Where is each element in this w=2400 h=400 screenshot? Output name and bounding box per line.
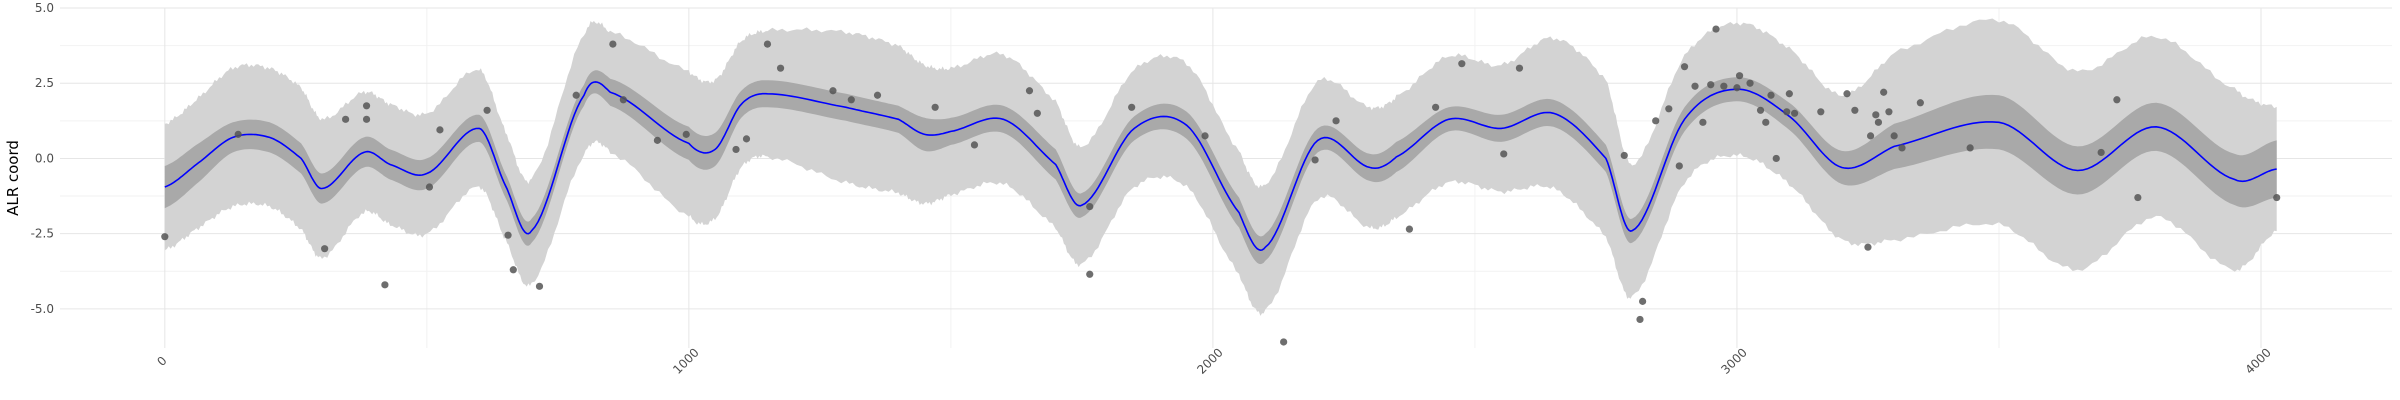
data-point [1033,109,1041,117]
x-tick-label: 2000 [1194,345,1225,376]
data-point [2097,148,2105,157]
data-point [1620,151,1628,160]
data-point [653,136,662,144]
data-point [1639,297,1647,305]
data-point [1916,99,1924,107]
data-point [572,91,580,99]
data-point [1790,109,1799,117]
data-point [1733,84,1741,92]
data-point [682,130,690,138]
data-point [1432,103,1440,111]
data-point [1720,82,1728,90]
data-point [742,135,751,143]
x-tick-label: 4000 [2242,345,2273,376]
data-point [1767,91,1775,99]
data-point [1966,144,1974,152]
data-point [1746,79,1754,87]
data-point [1843,90,1851,98]
data-point [1086,202,1094,211]
data-point [1762,118,1770,126]
data-point [776,64,785,72]
data-point [504,231,512,239]
data-point [1675,162,1683,170]
data-point [1665,105,1673,113]
data-point [1864,243,1872,251]
data-point [1691,82,1699,90]
data-point [619,96,627,104]
data-point [1817,108,1825,116]
y-tick-label: 2.5 [35,76,54,90]
data-point [425,183,434,191]
data-point [1311,156,1319,164]
y-axis-ticks: -5.0 -2.5 0.0 2.5 5.0 [31,1,54,316]
x-tick-label: 0 [154,354,169,369]
data-point [1735,72,1744,80]
data-point [1699,118,1707,126]
data-point [1086,270,1094,278]
data-point [1025,87,1034,95]
data-point [509,266,517,274]
data-point [1515,64,1524,72]
data-point [234,130,242,138]
data-point [1201,132,1209,140]
data-point [732,145,740,154]
data-point [1880,88,1888,96]
data-point [381,281,389,289]
y-tick-label: -5.0 [31,302,54,316]
data-point [1851,106,1859,114]
data-point [362,115,371,123]
x-tick-label: 3000 [1718,345,1749,376]
data-point [1785,90,1793,98]
data-point [763,40,772,48]
y-axis-title: ALR coord [4,140,22,216]
data-point [1280,338,1288,346]
data-point [1128,103,1136,111]
data-point [161,233,169,241]
data-point [483,106,491,114]
data-point [1712,25,1720,33]
mean-line [164,81,2277,252]
data-point [1500,150,1508,158]
y-tick-label: 5.0 [35,1,54,15]
data-point [1636,315,1644,324]
data-point [1772,154,1780,163]
data-point [1890,132,1898,140]
mean-line-layer [164,81,2277,252]
data-point [2273,193,2281,202]
data-point [970,141,979,149]
data-point [1680,63,1689,71]
x-axis-ticks: 0 1000 2000 3000 4000 [154,345,2274,376]
data-point [1458,60,1466,68]
data-point [342,115,350,123]
data-point [1874,118,1883,126]
data-point [1898,144,1906,152]
y-tick-label: 0.0 [35,151,54,165]
observation-points [161,25,2281,346]
data-point [1652,117,1660,125]
data-point [609,40,617,48]
data-point [1783,108,1791,116]
data-point [2134,193,2142,202]
data-point [873,91,882,99]
data-point [321,245,329,253]
y-tick-label: -2.5 [31,227,54,241]
data-point [1885,108,1893,116]
data-point [436,126,444,134]
x-tick-label: 1000 [670,345,701,376]
data-point [1707,81,1715,89]
data-point [1405,225,1414,233]
data-point [829,87,837,95]
data-point [847,96,855,104]
data-point [2113,96,2121,104]
data-point [931,103,939,111]
data-point [1756,106,1765,114]
data-point [535,282,544,290]
data-point [362,102,371,110]
data-point [1332,117,1340,125]
data-point [1872,111,1880,119]
data-point [1866,132,1875,140]
